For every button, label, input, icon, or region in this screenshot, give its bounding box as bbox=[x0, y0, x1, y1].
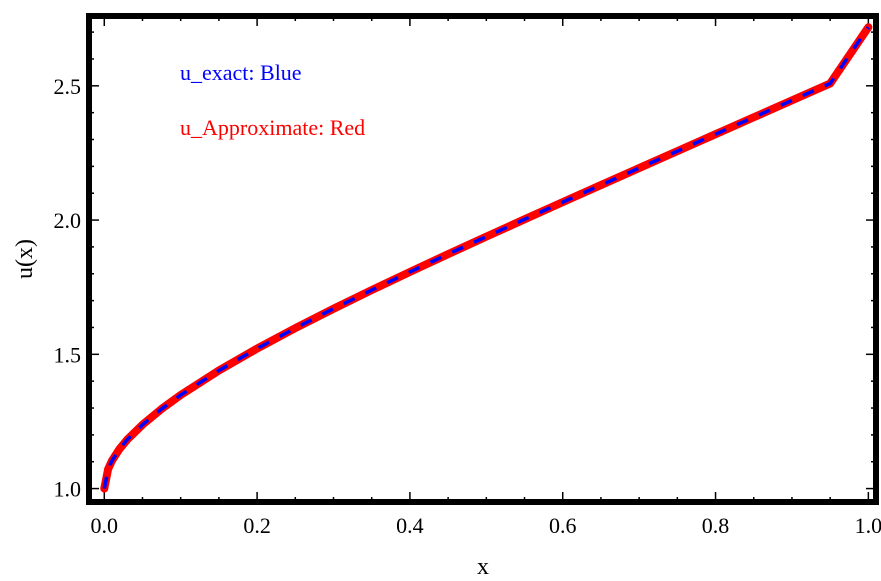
labels-layer: 0.0 0.2 0.4 0.6 0.8 1.0 1.0 1.5 2.0 2.5 bbox=[54, 74, 881, 538]
x-tick-label: 0.8 bbox=[702, 513, 730, 538]
plot-frame bbox=[86, 13, 879, 505]
ticks-layer bbox=[89, 16, 876, 502]
x-tick-label: 0.4 bbox=[396, 513, 424, 538]
x-tick-label: 1.0 bbox=[855, 513, 881, 538]
x-axis-label: x bbox=[477, 554, 489, 580]
annotation-exact: u_exact: Blue bbox=[180, 60, 302, 85]
x-tick-label: 0.2 bbox=[243, 513, 271, 538]
annotation-approximate: u_Approximate: Red bbox=[180, 115, 365, 140]
series-layer bbox=[100, 23, 873, 493]
y-tick-label: 1.5 bbox=[54, 342, 82, 367]
y-tick-label: 2.5 bbox=[54, 74, 82, 99]
y-tick-label: 1.0 bbox=[54, 477, 82, 502]
y-tick-label: 2.0 bbox=[54, 208, 82, 233]
y-axis-label: u(x) bbox=[12, 239, 38, 279]
series-line-exact bbox=[102, 26, 870, 489]
x-tick-label: 0.6 bbox=[549, 513, 577, 538]
series-line-approximate bbox=[100, 23, 873, 493]
x-tick-label: 0.0 bbox=[91, 513, 119, 538]
